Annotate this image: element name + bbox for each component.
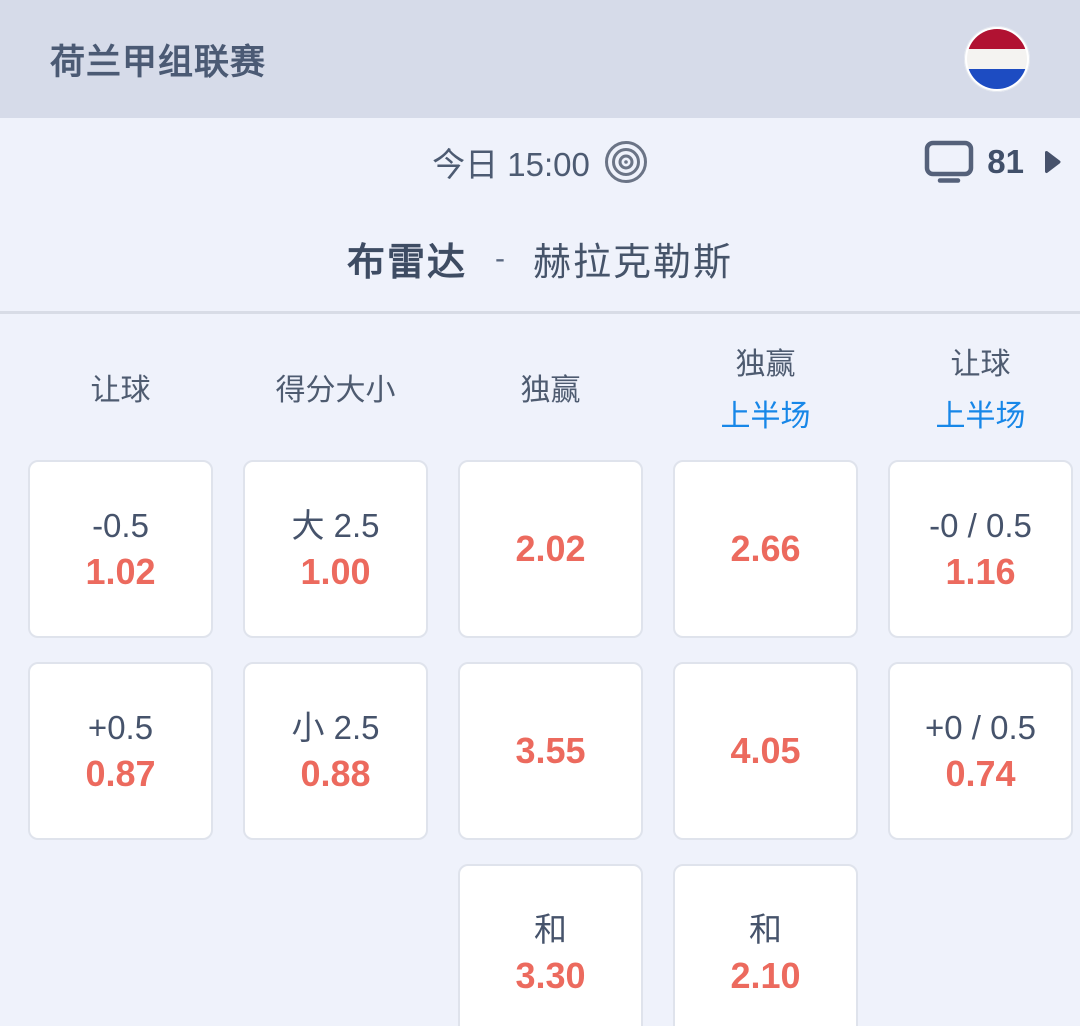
match-time-group: 今日 15:00 xyxy=(432,138,648,186)
league-title: 荷兰甲组联赛 xyxy=(50,42,267,82)
odds-value: 0.88 xyxy=(300,753,371,794)
handicap-value: 大 2.5 xyxy=(291,507,380,544)
odds-cell-win-draw[interactable]: 和 3.30 xyxy=(458,864,643,1026)
tv-icon xyxy=(925,140,974,183)
odds-cell-under[interactable]: 小 2.5 0.88 xyxy=(243,662,428,840)
odds-value: 3.55 xyxy=(515,730,586,771)
league-header: 荷兰甲组联赛 xyxy=(0,0,1080,118)
handicap-value: -0 / 0.5 xyxy=(929,507,1032,544)
column-header-handicap-first-half: 让球 上半场 xyxy=(888,339,1073,435)
chevron-right-icon xyxy=(1044,150,1062,174)
column-label: 得分大小 xyxy=(275,374,396,407)
column-label: 让球 xyxy=(90,374,151,407)
odds-cell-first-half-win-away[interactable]: 4.05 xyxy=(673,662,858,840)
odds-value: 0.87 xyxy=(85,753,156,794)
odds-row-2: +0.5 0.87 小 2.5 0.88 3.55 4.05 +0 / 0.5 … xyxy=(0,662,1080,840)
odds-cell-win-home[interactable]: 2.02 xyxy=(458,460,643,638)
column-sublabel: 上半场 xyxy=(720,400,811,433)
odds-cell-handicap-away[interactable]: +0.5 0.87 xyxy=(28,662,213,840)
odds-cell-first-half-handicap-home[interactable]: -0 / 0.5 1.16 xyxy=(888,460,1073,638)
match-time-row: 今日 15:00 81 xyxy=(0,118,1080,206)
odds-value: 1.16 xyxy=(945,551,1016,592)
column-header-over-under: 得分大小 xyxy=(243,365,428,409)
odds-value: 3.30 xyxy=(515,955,586,996)
odds-row-3: 和 3.30 和 2.10 xyxy=(0,864,1080,1026)
tv-channel-button[interactable]: 81 xyxy=(923,118,1062,206)
bullseye-icon xyxy=(604,141,647,183)
section-divider xyxy=(0,311,1080,314)
draw-label: 和 xyxy=(534,911,567,948)
teams-row: 布雷达 - 赫拉克勒斯 xyxy=(0,206,1080,311)
odds-column-headers: 让球 得分大小 独赢 独赢 上半场 让球 上半场 xyxy=(0,314,1080,460)
draw-label: 和 xyxy=(749,911,782,948)
handicap-value: +0.5 xyxy=(87,709,154,746)
away-team-name: 赫拉克勒斯 xyxy=(533,242,734,284)
handicap-value: 小 2.5 xyxy=(291,709,380,746)
column-label: 让球 xyxy=(950,348,1011,381)
odds-cell-first-half-handicap-away[interactable]: +0 / 0.5 0.74 xyxy=(888,662,1073,840)
odds-value: 2.66 xyxy=(730,528,801,569)
odds-row-1: -0.5 1.02 大 2.5 1.00 2.02 2.66 -0 / 0.5 … xyxy=(0,460,1080,638)
odds-value: 2.10 xyxy=(730,955,801,996)
odds-cell-handicap-home[interactable]: -0.5 1.02 xyxy=(28,460,213,638)
odds-value: 1.00 xyxy=(300,551,371,592)
column-sublabel: 上半场 xyxy=(935,400,1026,433)
channel-count: 81 xyxy=(987,143,1024,180)
odds-value: 4.05 xyxy=(730,730,801,771)
column-header-handicap: 让球 xyxy=(28,365,213,409)
column-label: 独赢 xyxy=(735,348,796,381)
handicap-value: -0.5 xyxy=(92,507,149,544)
handicap-value: +0 / 0.5 xyxy=(924,709,1036,746)
column-header-win-first-half: 独赢 上半场 xyxy=(673,339,858,435)
odds-cell-over[interactable]: 大 2.5 1.00 xyxy=(243,460,428,638)
teams-separator: - xyxy=(495,241,505,275)
column-header-win: 独赢 xyxy=(458,365,643,409)
odds-value: 2.02 xyxy=(515,528,586,569)
odds-cell-first-half-win-home[interactable]: 2.66 xyxy=(673,460,858,638)
home-team-name: 布雷达 xyxy=(346,242,467,284)
odds-cell-first-half-win-draw[interactable]: 和 2.10 xyxy=(673,864,858,1026)
column-label: 独赢 xyxy=(520,374,581,407)
netherlands-flag-icon xyxy=(964,26,1030,92)
odds-cell-win-away[interactable]: 3.55 xyxy=(458,662,643,840)
odds-value: 1.02 xyxy=(85,551,156,592)
match-time: 今日 15:00 xyxy=(432,146,590,183)
odds-value: 0.74 xyxy=(945,753,1016,794)
